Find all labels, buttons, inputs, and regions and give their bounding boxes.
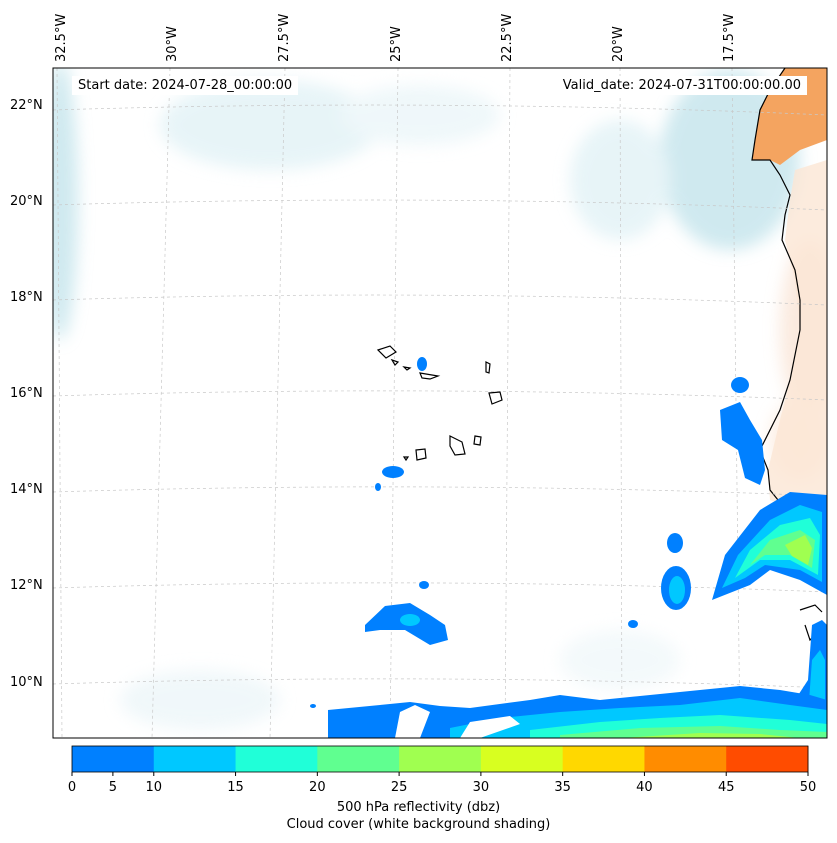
colorbar-tick-label: 40: [636, 780, 653, 795]
colorbar-subtitle: Cloud cover (white background shading): [286, 817, 551, 832]
lat-label: 20°N: [10, 194, 43, 209]
colorbar-tick-label: 45: [717, 780, 735, 795]
lon-label: 17.5°W: [722, 13, 737, 62]
lat-label: 18°N: [10, 290, 43, 305]
map-border: [52, 67, 828, 739]
colorbar-tick-label: 50: [799, 780, 817, 795]
colorbar: [71, 746, 809, 776]
lat-label: 16°N: [10, 386, 43, 401]
colorbar-segment: [480, 746, 564, 772]
colorbar-segment: [644, 746, 727, 772]
lat-label: 22°N: [10, 98, 43, 113]
lon-label: 25°W: [389, 26, 404, 62]
lon-label: 22.5°W: [500, 13, 515, 62]
colorbar-segment: [726, 746, 809, 772]
colorbar-tick-label: 25: [390, 780, 408, 795]
lat-label: 10°N: [10, 675, 43, 690]
colorbar-segment: [399, 746, 482, 772]
colorbar-tick-label: 5: [108, 780, 118, 795]
cape-verde-islands: [376, 345, 503, 462]
africa-coast: [768, 160, 827, 520]
colorbar-segment: [317, 746, 400, 772]
lon-label: 32.5°W: [54, 13, 69, 62]
colorbar-title: 500 hPa reflectivity (dbz): [336, 800, 501, 815]
colorbar-segment: [72, 746, 155, 772]
colorbar-tick-label: 20: [309, 780, 326, 795]
lon-label: 30°W: [165, 26, 180, 62]
colorbar-tick-label: 15: [227, 780, 244, 795]
colorbar-segment: [562, 746, 645, 772]
lat-label: 14°N: [10, 482, 43, 497]
colorbar-tick-label: 0: [67, 780, 77, 795]
colorbar-segment: [153, 746, 237, 772]
lon-label: 20°W: [611, 26, 626, 62]
reflectivity-areas: [310, 357, 827, 738]
colorbar-segment: [235, 746, 318, 772]
lat-label: 12°N: [10, 578, 43, 593]
valid-date-label: Valid_date: 2024-07-31T00:00:00.00: [556, 76, 807, 95]
lon-label: 27.5°W: [277, 13, 292, 62]
colorbar-border: [71, 745, 809, 773]
colorbar-tick-label: 35: [554, 780, 571, 795]
colorbar-tick-label: 30: [472, 780, 490, 795]
start-date-label: Start date: 2024-07-28_00:00:00: [72, 76, 299, 95]
colorbar-tick-label: 10: [145, 780, 163, 795]
gridlines: [53, 68, 827, 738]
